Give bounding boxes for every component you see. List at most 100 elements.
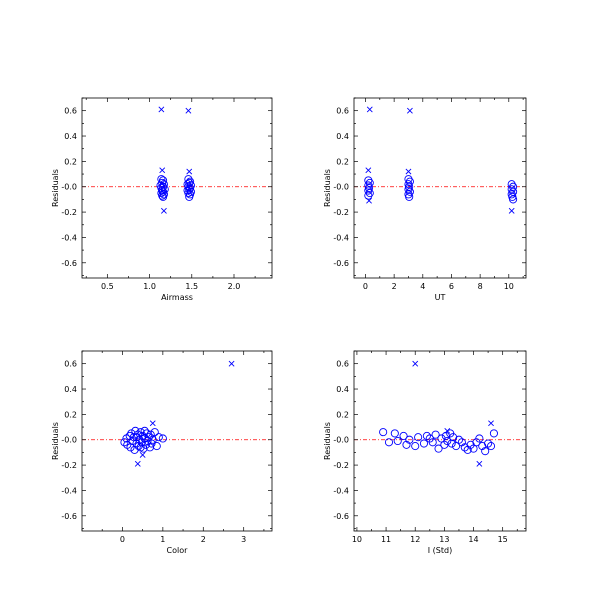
- data-point: [431, 430, 440, 439]
- x-axis-title: Color: [167, 546, 189, 555]
- x-tick-label: 1.0: [143, 282, 156, 291]
- data-point: [404, 175, 413, 184]
- data-point: [402, 440, 411, 449]
- data-point: [154, 433, 163, 442]
- y-tick-label: 0.2: [64, 410, 77, 419]
- y-tick-label: -0.0: [333, 436, 349, 445]
- x-tick-label: 3: [241, 535, 246, 544]
- data-point: [405, 192, 414, 201]
- scatter-panel: 0 1 2 3 -0.6 -0.4 -0.2 -0.0 0.2 0.4 0.6 Color Residu…: [51, 350, 273, 555]
- data-point: [414, 433, 423, 442]
- outlier-point: [160, 207, 167, 214]
- y-tick-label: 0.6: [336, 107, 349, 116]
- x-tick-label: 12: [410, 535, 420, 544]
- y-tick-label: -0.4: [333, 486, 349, 495]
- y-tick-label: 0.4: [336, 385, 349, 394]
- y-tick-label: -0.0: [333, 183, 349, 192]
- y-tick-label: -0.6: [333, 259, 349, 268]
- x-tick-label: 0.5: [101, 282, 114, 291]
- outlier-point: [365, 167, 372, 174]
- y-tick-label: 0.4: [64, 132, 77, 141]
- data-point: [364, 186, 373, 195]
- data-point: [364, 176, 373, 185]
- data-point: [140, 426, 149, 435]
- data-point: [481, 447, 490, 456]
- outlier-point: [405, 168, 412, 175]
- outlier-point: [508, 207, 515, 214]
- data-point: [405, 187, 414, 196]
- data-point: [399, 431, 408, 440]
- y-tick-label: -0.6: [61, 512, 77, 521]
- plot-frame: [353, 97, 527, 279]
- data-point: [434, 444, 443, 453]
- data-point: [365, 189, 374, 198]
- plot-frame: [81, 97, 273, 279]
- x-tick-label: 1: [160, 535, 165, 544]
- scatter-panel: 10 11 12 13 14 15 -0.6 -0.4 -0.2 -0.0 0.2 0.4 0.6 I (…: [323, 350, 527, 555]
- data-point: [411, 442, 420, 451]
- outlier-point: [186, 168, 193, 175]
- data-point: [186, 183, 195, 193]
- data-point: [447, 439, 456, 448]
- y-tick-label: 0.4: [64, 385, 77, 394]
- data-point: [136, 443, 145, 452]
- data-point: [441, 431, 450, 440]
- outlier-point: [366, 106, 373, 113]
- outlier-point: [366, 197, 372, 204]
- data-point: [484, 439, 493, 448]
- data-point: [184, 189, 193, 198]
- y-axis-title: Residuals: [323, 169, 332, 207]
- y-tick-label: -0.4: [61, 486, 77, 495]
- outlier-point: [134, 460, 141, 467]
- x-axis-title: I (Std): [428, 546, 452, 555]
- y-axis-title: Residuals: [323, 422, 332, 460]
- data-point: [138, 431, 147, 440]
- y-tick-label: -0.2: [61, 208, 77, 217]
- data-point: [186, 177, 195, 186]
- y-tick-label: 0.6: [64, 360, 77, 369]
- outlier-point: [185, 107, 192, 114]
- y-tick-label: 0.2: [336, 157, 349, 166]
- outlier-point: [158, 106, 165, 113]
- outlier-point: [149, 420, 156, 427]
- data-point: [422, 431, 431, 440]
- data-point: [489, 429, 498, 438]
- data-point: [454, 435, 463, 444]
- x-tick-label: 13: [439, 535, 449, 544]
- x-tick-label: 4: [420, 282, 425, 291]
- x-tick-label: 15: [498, 535, 508, 544]
- x-tick-label: 2: [392, 282, 397, 291]
- outlier-point: [228, 360, 235, 367]
- data-point: [507, 180, 516, 189]
- data-point: [475, 434, 484, 443]
- x-tick-label: 0: [363, 282, 368, 291]
- y-tick-label: 0.6: [336, 360, 349, 369]
- plot-frame: [81, 350, 273, 532]
- outlier-point: [406, 107, 413, 114]
- y-tick-label: -0.4: [61, 233, 77, 242]
- data-point: [443, 436, 452, 446]
- data-point: [120, 438, 129, 447]
- data-point: [157, 175, 166, 184]
- data-point: [509, 182, 518, 191]
- y-axis-title: Residuals: [51, 422, 60, 460]
- data-point: [428, 438, 437, 447]
- data-point: [136, 428, 145, 437]
- outlier-point: [488, 420, 494, 427]
- data-point: [405, 177, 414, 186]
- y-tick-label: -0.2: [333, 208, 349, 217]
- data-point: [158, 434, 167, 443]
- data-point: [142, 429, 151, 438]
- data-point: [132, 433, 141, 442]
- scatter-panel: 0 2 4 6 8 10 -0.6 -0.4 -0.2 -0.0 0.2 0.4 0.6 UT Residu…: [323, 97, 527, 302]
- data-point: [457, 438, 466, 447]
- data-point: [150, 428, 159, 437]
- x-tick-label: 11: [381, 535, 391, 544]
- y-tick-label: -0.0: [61, 436, 77, 445]
- data-point: [147, 439, 156, 448]
- data-point: [405, 435, 414, 444]
- y-tick-label: -0.6: [333, 512, 349, 521]
- x-tick-label: 2.0: [228, 282, 241, 291]
- data-point: [379, 428, 388, 437]
- x-tick-label: 8: [478, 282, 483, 291]
